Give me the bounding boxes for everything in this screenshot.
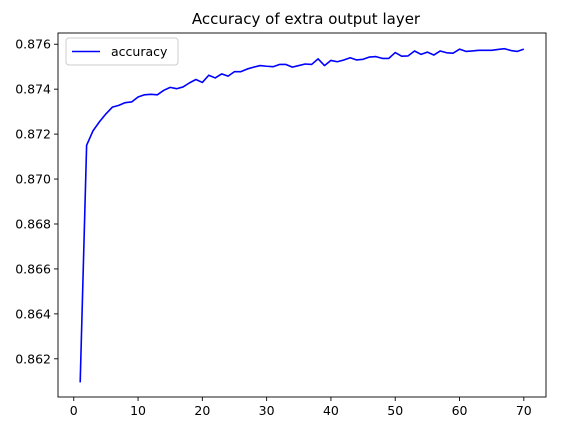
x-tick-label: 0 [70, 403, 78, 418]
x-tick-label: 60 [452, 403, 468, 418]
chart-title: Accuracy of extra output layer [192, 10, 421, 28]
x-tick-label: 20 [194, 403, 210, 418]
y-tick-label: 0.872 [15, 127, 51, 142]
y-tick-label: 0.874 [15, 82, 51, 97]
legend: accuracy [65, 37, 179, 66]
x-tick-label: 70 [516, 403, 532, 418]
legend-box [65, 37, 179, 66]
y-tick-label: 0.862 [15, 351, 51, 366]
series-layer [79, 47, 525, 383]
x-tick-label: 50 [387, 403, 403, 418]
y-tick-label: 0.866 [15, 261, 51, 276]
series-line-accuracy [79, 47, 525, 383]
y-tick-label: 0.870 [15, 172, 51, 187]
x-tick-label: 40 [323, 403, 339, 418]
ticks-layer: 0 10 20 30 40 50 60 70 0.862 0.864 0.866 0.868 0.870… [15, 37, 532, 418]
plot-area-frame [57, 32, 547, 398]
y-tick-label: 0.864 [15, 306, 51, 321]
legend-label-accuracy: accuracy [111, 44, 168, 59]
y-tick-label: 0.868 [15, 216, 51, 231]
y-tick-label: 0.876 [15, 37, 51, 52]
x-tick-label: 10 [130, 403, 146, 418]
x-tick-label: 30 [259, 403, 275, 418]
